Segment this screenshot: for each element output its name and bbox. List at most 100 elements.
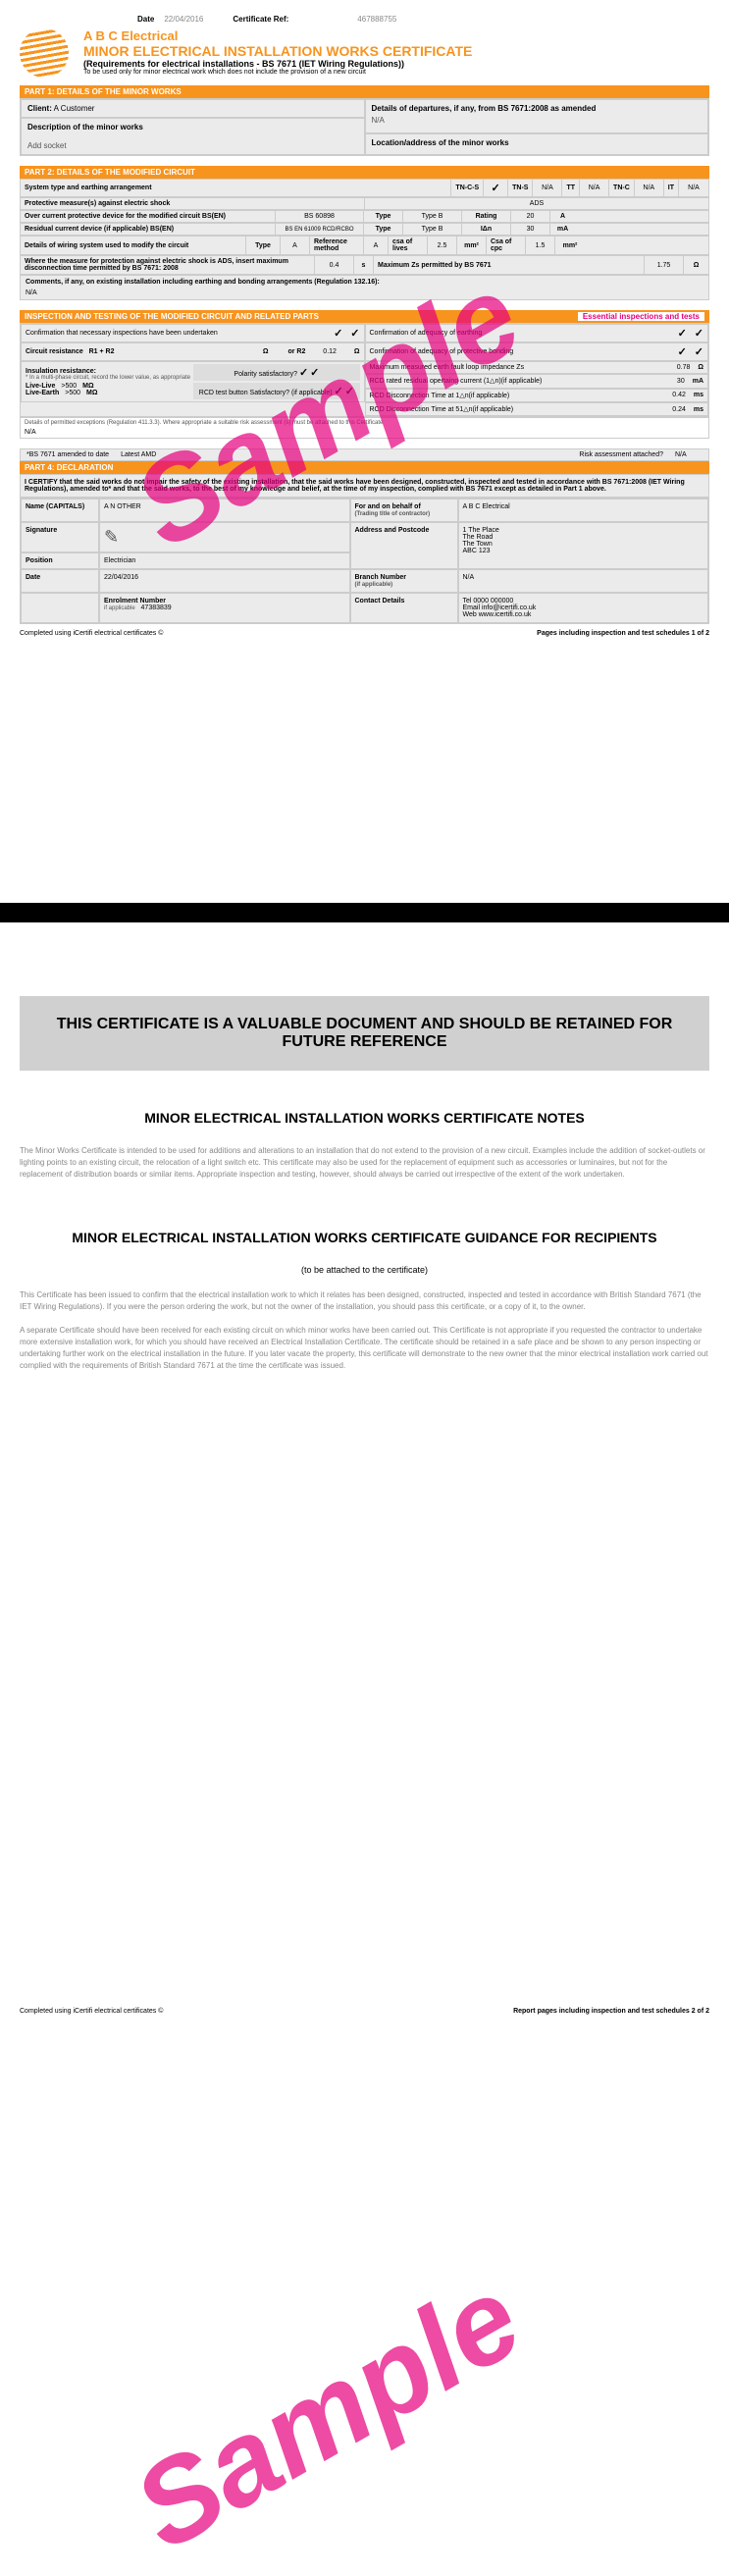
- signature-icon: ✎: [104, 527, 119, 547]
- unit-mohm: MΩ: [82, 383, 93, 390]
- unit-ma: mA: [550, 224, 575, 235]
- tns-label: TN-S: [508, 180, 533, 196]
- unit-ma: mA: [693, 378, 703, 385]
- unit-mohm: MΩ: [86, 390, 97, 396]
- ins-note: * In a multi-phase circuit, record the l…: [26, 375, 191, 381]
- ll-value: >500: [61, 383, 77, 390]
- name-value: A N OTHER: [99, 499, 350, 522]
- rcd5-value: 0.24: [672, 406, 686, 413]
- rcd-op-value: 30: [677, 378, 685, 385]
- enrol-value: 47383839: [141, 605, 172, 611]
- header-note: To be used only for minor electrical wor…: [83, 69, 709, 76]
- wtype-label: Type: [246, 237, 281, 254]
- earth-adeq-label: Confirmation of adequacy of earthing: [370, 330, 483, 337]
- subtitle: (Requirements for electrical installatio…: [83, 59, 709, 69]
- tnc-label: TN-C: [609, 180, 635, 196]
- maxzs-value: 1.75: [645, 256, 684, 274]
- pos-value: Electrician: [99, 552, 350, 569]
- r1r2-label: Circuit resistance: [26, 348, 83, 355]
- part1-body: Client: A Customer Details of departures…: [20, 98, 709, 156]
- tncs-label: TN-C-S: [451, 180, 484, 196]
- certref-value: 467888755: [357, 15, 396, 24]
- unit-ohm: Ω: [698, 364, 703, 371]
- header: A B C Electrical MINOR ELECTRICAL INSTAL…: [20, 28, 709, 78]
- check-icon: ✓: [678, 327, 687, 340]
- date-value: 22/04/2016: [164, 15, 203, 24]
- tt-value: N/A: [580, 180, 609, 196]
- part3-header-right: Essential inspections and tests: [578, 312, 704, 321]
- tel: Tel 0000 000000: [463, 598, 704, 605]
- type-label2: Type: [364, 224, 403, 235]
- loc-label: Location/address of the minor works: [372, 138, 703, 147]
- amd-value: Latest AMD: [115, 449, 573, 460]
- it-value: N/A: [679, 180, 708, 196]
- protective-value: ADS: [365, 198, 708, 209]
- details-label: Details of permitted exceptions (Regulat…: [25, 420, 704, 426]
- logo-icon: [20, 28, 69, 78]
- date-label: Date: [137, 15, 154, 24]
- footer-1: Completed using iCertifi electrical cert…: [20, 630, 709, 637]
- rcd5-label: RCD Disconnection Time at 51△n(if applic…: [370, 405, 514, 413]
- maxzs-label: Maximum Zs permitted by BS 7671: [374, 256, 645, 274]
- rcd1-value: 0.42: [672, 392, 686, 398]
- contact-label: Contact Details: [350, 593, 458, 623]
- check-icon: ✓: [334, 327, 342, 340]
- check-icon: ✓: [350, 327, 359, 340]
- rcd-op-label: RCD rated residual opertaing current (1△…: [370, 377, 543, 385]
- protective-label: Protective measure(s) against electric s…: [21, 198, 365, 209]
- check-icon: ✓: [310, 367, 319, 379]
- enrol-label: Enrolment Number: [104, 598, 166, 605]
- check-icon: ✓: [695, 327, 703, 340]
- behalf-value: A B C Electrical: [458, 499, 709, 522]
- certref-label: Certificate Ref:: [233, 15, 288, 24]
- behalf-label: For and on behalf of: [355, 503, 421, 510]
- page-divider: [0, 903, 729, 922]
- unit-s: s: [354, 256, 374, 274]
- desc-value: Add socket: [27, 141, 358, 150]
- ocpd-bs: BS 60898: [276, 211, 364, 222]
- unit-a: A: [550, 211, 575, 222]
- unit-ohm: Ω: [354, 348, 360, 355]
- r1r2: R1 + R2: [89, 348, 115, 355]
- amd-row: *BS 7671 amended to date Latest AMD Risk…: [20, 448, 709, 461]
- page2-para2: This Certificate has been issued to conf…: [20, 1289, 709, 1313]
- rating-label: Rating: [462, 211, 511, 222]
- csacpc-label: Csa of cpc: [487, 237, 526, 254]
- le-value: >500: [65, 390, 80, 396]
- comments-label: Comments, if any, on existing installati…: [26, 279, 703, 286]
- page2-para1: The Minor Works Certificate is intended …: [20, 1145, 709, 1181]
- footer2-left: Completed using iCertifi electrical cert…: [20, 2008, 163, 2015]
- unit-mm2: mm²: [457, 237, 487, 254]
- type-label: Type: [364, 211, 403, 222]
- branch-note: (if applicable): [355, 582, 393, 588]
- page2-heading2: MINOR ELECTRICAL INSTALLATION WORKS CERT…: [20, 1230, 709, 1245]
- le-label: Live-Earth: [26, 390, 59, 396]
- ll-label: Live-Live: [26, 383, 55, 390]
- email: Email info@icertifi.co.uk: [463, 605, 704, 611]
- ins-label: Insulation resistance:: [26, 368, 96, 375]
- zs-label: Maximum measured earth fault loop impeda…: [370, 364, 525, 371]
- client-label: Client:: [27, 104, 52, 113]
- top-metadata: Date 22/04/2016 Certificate Ref: 467888755: [137, 15, 709, 24]
- ads-time: 0.4: [315, 256, 354, 274]
- inspections-label: Confirmation that necessary inspections …: [26, 330, 218, 337]
- check-icon: ✓: [299, 367, 308, 379]
- amd-label: *BS 7671 amended to date: [21, 449, 115, 460]
- departures-value: N/A: [372, 116, 703, 125]
- addr-value: 1 The Place The Road The Town ABC 123: [458, 522, 709, 569]
- company-name: A B C Electrical: [83, 28, 709, 43]
- wiring-type: A: [281, 237, 310, 254]
- rcd-test-label: RCD test button Satisfactory? (if applic…: [199, 390, 333, 396]
- part3-header-text: INSPECTION AND TESTING OF THE MODIFIED C…: [25, 312, 319, 321]
- check-icon: ✓: [345, 386, 354, 397]
- unit-mm2b: mm²: [555, 237, 585, 254]
- zs-value: 0.78: [677, 364, 691, 371]
- part4-header: PART 4: DECLARATION: [20, 461, 709, 474]
- tnc-value: N/A: [635, 180, 664, 196]
- polarity-label: Polarity satisfactory?: [234, 371, 297, 378]
- unit-ms: ms: [694, 406, 703, 413]
- footer-2: Completed using iCertifi electrical cert…: [20, 2008, 709, 2015]
- page2-para3: A separate Certificate should have been …: [20, 1325, 709, 1372]
- web: Web www.icertifi.co.uk: [463, 611, 704, 618]
- desc-label: Description of the minor works: [27, 123, 358, 131]
